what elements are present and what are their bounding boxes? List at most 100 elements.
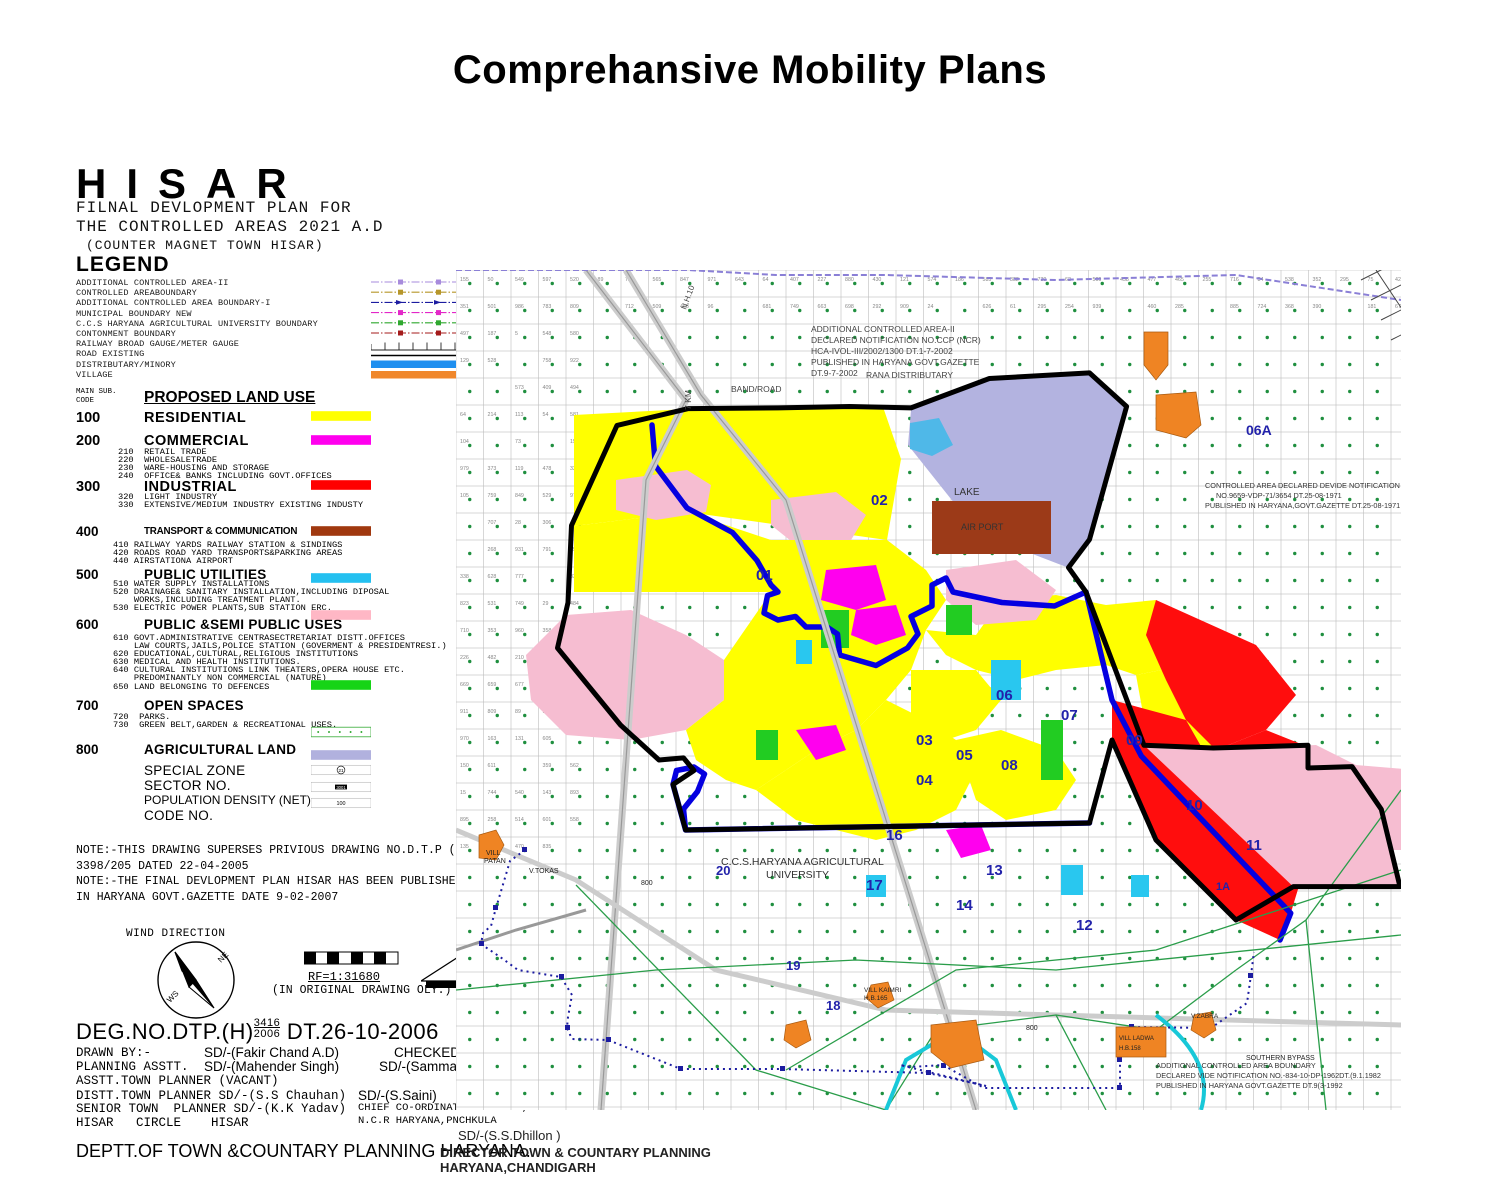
svg-text:724: 724 xyxy=(1258,304,1267,310)
svg-text:528: 528 xyxy=(488,358,497,364)
svg-text:716: 716 xyxy=(1230,277,1239,283)
svg-text:970: 970 xyxy=(460,736,469,742)
svg-text:1A: 1A xyxy=(1216,881,1230,893)
svg-text:353: 353 xyxy=(488,628,497,634)
svg-text:09: 09 xyxy=(1126,732,1143,749)
svg-text:PUBLISHED IN HARYANA GOVT.GAZE: PUBLISHED IN HARYANA GOVT.GAZETTE DT.9(3… xyxy=(1156,1081,1343,1090)
svg-text:13: 13 xyxy=(986,862,1003,879)
svg-text:RANA DISTRIBUTARY: RANA DISTRIBUTARY xyxy=(866,370,953,380)
svg-text:113: 113 xyxy=(515,412,523,418)
svg-text:847: 847 xyxy=(680,277,689,283)
svg-text:29: 29 xyxy=(543,601,549,607)
svg-text:573: 573 xyxy=(515,385,524,391)
svg-text:922: 922 xyxy=(570,358,579,364)
svg-text:17: 17 xyxy=(866,877,883,894)
svg-text:100: 100 xyxy=(337,801,346,807)
svg-text:759: 759 xyxy=(488,493,497,499)
svg-text:LAKE: LAKE xyxy=(954,487,980,498)
svg-text:558: 558 xyxy=(570,817,579,823)
svg-text:601: 601 xyxy=(543,817,552,823)
svg-text:911: 911 xyxy=(460,709,468,715)
svg-text:NO.9659-VDP-71/3654 DT.25-08-1: NO.9659-VDP-71/3654 DT.25-08-1971 xyxy=(1216,491,1342,500)
svg-text:409: 409 xyxy=(543,385,552,391)
svg-text:681: 681 xyxy=(763,304,772,310)
svg-text:712: 712 xyxy=(625,304,634,310)
svg-text:150: 150 xyxy=(460,763,469,769)
svg-text:338: 338 xyxy=(460,574,469,580)
svg-text:514: 514 xyxy=(515,817,524,823)
svg-text:02: 02 xyxy=(871,492,888,509)
svg-text:509: 509 xyxy=(653,304,662,310)
svg-text:971: 971 xyxy=(708,277,717,283)
svg-text:744: 744 xyxy=(488,790,497,796)
svg-text:549: 549 xyxy=(515,277,524,283)
svg-text:465: 465 xyxy=(1175,277,1184,283)
svg-text:494: 494 xyxy=(570,385,579,391)
svg-text:7 KM: 7 KM xyxy=(683,390,693,410)
svg-text:226: 226 xyxy=(460,655,469,661)
svg-text:24: 24 xyxy=(928,304,934,310)
svg-text:06: 06 xyxy=(996,687,1013,704)
svg-text:104: 104 xyxy=(460,439,469,445)
svg-text:PUBLISHED IN HARYANA,GOVT.GAZE: PUBLISHED IN HARYANA,GOVT.GAZETTE DT.25-… xyxy=(1205,501,1400,510)
svg-text:04: 04 xyxy=(916,772,933,789)
svg-text:497: 497 xyxy=(460,331,469,337)
svg-text:520: 520 xyxy=(570,277,579,283)
svg-text:643: 643 xyxy=(735,277,744,283)
svg-text:611: 611 xyxy=(488,763,496,769)
svg-text:19: 19 xyxy=(786,958,800,973)
svg-text:CONTROLLED AREA DECLARED DEVID: CONTROLLED AREA DECLARED DEVIDE NOTIFICA… xyxy=(1205,481,1400,490)
svg-text:758: 758 xyxy=(543,358,552,364)
svg-text:10: 10 xyxy=(1186,797,1203,814)
svg-text:823: 823 xyxy=(460,601,469,607)
svg-text:749: 749 xyxy=(515,601,524,607)
svg-text:V.TOKAS: V.TOKAS xyxy=(529,868,559,875)
svg-text:885: 885 xyxy=(1230,304,1239,310)
svg-text:605: 605 xyxy=(543,736,552,742)
svg-text:710: 710 xyxy=(460,628,469,634)
svg-text:61: 61 xyxy=(1010,304,1016,310)
svg-text:121: 121 xyxy=(900,277,909,283)
svg-text:VILL LADWA: VILL LADWA xyxy=(1119,1036,1154,1042)
svg-text:306: 306 xyxy=(543,520,552,526)
svg-text:11: 11 xyxy=(1246,837,1262,854)
svg-text:64: 64 xyxy=(460,412,466,418)
svg-text:187: 187 xyxy=(488,331,497,337)
svg-text:03: 03 xyxy=(916,732,933,749)
svg-text:373: 373 xyxy=(488,466,497,472)
svg-text:73: 73 xyxy=(515,439,521,445)
svg-text:295: 295 xyxy=(1038,304,1047,310)
svg-text:AIR PORT: AIR PORT xyxy=(961,522,1004,532)
svg-text:181: 181 xyxy=(1368,304,1377,310)
svg-text:482: 482 xyxy=(488,655,497,661)
svg-text:540: 540 xyxy=(515,790,524,796)
svg-text:707: 707 xyxy=(488,520,497,526)
svg-text:16: 16 xyxy=(886,827,903,844)
svg-text:359: 359 xyxy=(543,763,552,769)
svg-text:939: 939 xyxy=(1093,304,1102,310)
svg-text:DT.9-7-2002: DT.9-7-2002 xyxy=(811,368,858,378)
svg-text:135: 135 xyxy=(460,844,469,850)
svg-text:227: 227 xyxy=(818,277,827,283)
svg-text:210: 210 xyxy=(515,655,524,661)
svg-text:659: 659 xyxy=(488,682,497,688)
svg-text:5: 5 xyxy=(515,331,518,337)
svg-text:06A: 06A xyxy=(1246,422,1272,438)
svg-text:565: 565 xyxy=(653,277,662,283)
svg-text:368: 368 xyxy=(1285,304,1294,310)
svg-text:V.ZABRA: V.ZABRA xyxy=(1191,1013,1219,1020)
svg-text:979: 979 xyxy=(460,466,469,472)
svg-text:895: 895 xyxy=(460,817,469,823)
svg-text:429: 429 xyxy=(1395,277,1401,283)
svg-text:255: 255 xyxy=(1203,277,1212,283)
svg-text:484: 484 xyxy=(570,601,579,607)
svg-text:214: 214 xyxy=(488,412,497,418)
svg-text:783: 783 xyxy=(543,304,552,310)
svg-text:3001: 3001 xyxy=(336,785,346,790)
svg-text:352: 352 xyxy=(1313,277,1322,283)
svg-text:NE: NE xyxy=(216,950,230,964)
svg-text:390: 390 xyxy=(1313,304,1322,310)
svg-text:698: 698 xyxy=(845,304,854,310)
svg-text:75: 75 xyxy=(1368,277,1374,283)
svg-text:105: 105 xyxy=(460,493,469,499)
